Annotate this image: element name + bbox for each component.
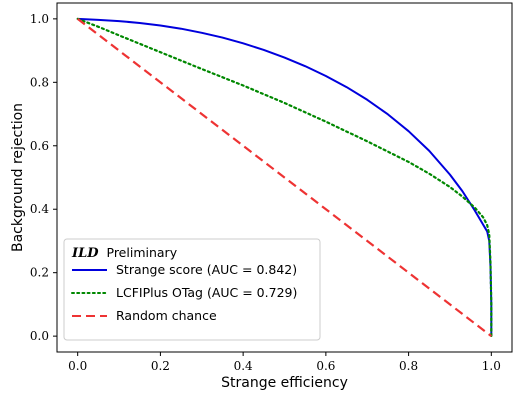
x-tick-label: 0.6 bbox=[316, 359, 335, 373]
legend-label-1: Strange score (AUC = 0.842) bbox=[116, 262, 297, 277]
series-line-2 bbox=[76, 17, 493, 338]
y-tick-label: 1.0 bbox=[30, 12, 49, 26]
legend-box bbox=[63, 238, 321, 341]
legend-entries: Strange score (AUC = 0.842) LCFIPlus OTag… bbox=[71, 262, 297, 323]
plot-frame bbox=[56, 2, 513, 353]
x-tick-label: 0.8 bbox=[399, 359, 418, 373]
legend-title-experiment: ILD bbox=[71, 246, 99, 261]
legend: ILD Preliminary Strange score (AUC = 0.8… bbox=[63, 238, 321, 341]
legend-label-3: Random chance bbox=[116, 308, 217, 323]
y-tick-label: 0.2 bbox=[30, 266, 49, 280]
legend-label-2: LCFIPlus OTag (AUC = 0.729) bbox=[116, 285, 297, 300]
y-tick-label: 0.0 bbox=[30, 329, 49, 343]
y-axis-label: Background rejection bbox=[10, 103, 26, 252]
x-tick-label: 0.4 bbox=[234, 359, 253, 373]
x-tick-label: 0.2 bbox=[151, 359, 170, 373]
x-tick-label: 0.0 bbox=[68, 359, 87, 373]
series-layer bbox=[76, 17, 493, 338]
y-tick-label: 0.4 bbox=[30, 202, 49, 216]
legend-title-status: Preliminary bbox=[107, 245, 178, 260]
ticks-layer: 0.0 0.2 0.4 0.6 0.8 1.0 0.0 0.2 0.4 0.6 0.8 1.0 bbox=[30, 12, 501, 373]
x-tick-label: 1.0 bbox=[482, 359, 501, 373]
x-axis-label: Strange efficiency bbox=[221, 375, 348, 391]
legend-title: ILD Preliminary bbox=[71, 244, 178, 261]
series-line-1 bbox=[77, 17, 493, 337]
y-tick-label: 0.8 bbox=[30, 75, 49, 89]
series-line-3 bbox=[77, 17, 492, 338]
y-tick-label: 0.6 bbox=[30, 139, 49, 153]
